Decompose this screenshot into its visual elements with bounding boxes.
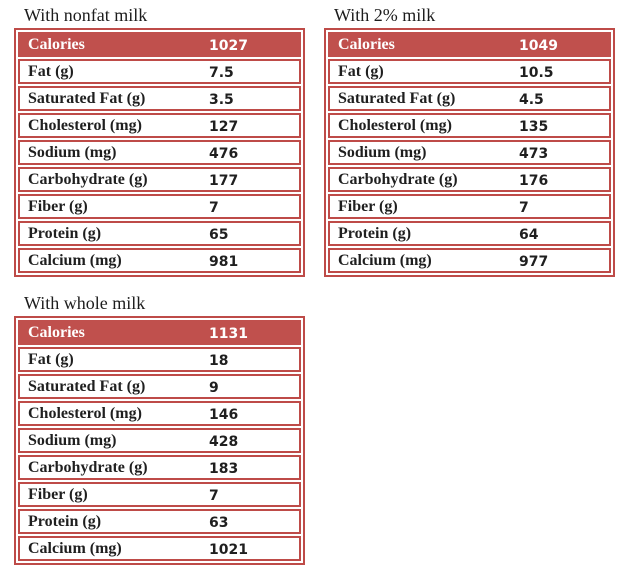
table-row: Fat (g) 10.5 [328, 59, 611, 84]
row-value: 64 [519, 226, 539, 243]
row-value: 183 [209, 460, 239, 477]
table-row: Calcium (mg) 981 [18, 248, 301, 273]
row-value: 146 [209, 406, 239, 423]
row-value: 127 [209, 118, 239, 135]
row-value: 10.5 [519, 64, 554, 81]
table-row: Cholesterol (mg) 146 [18, 401, 301, 426]
row-label: Calories [28, 323, 85, 341]
table-title-nonfat: With nonfat milk [24, 5, 148, 25]
nutrition-table-nonfat: Calories 1027 Fat (g) 7.5 Saturated Fat … [14, 28, 305, 277]
table-row: Fiber (g) 7 [18, 194, 301, 219]
row-label: Fat (g) [338, 62, 384, 80]
nutrition-table-block-whole: With whole milk Calories 1131 Fat (g) 18… [14, 291, 305, 565]
table-row: Carbohydrate (g) 183 [18, 455, 301, 480]
row-label: Calories [338, 35, 395, 53]
table-header-row: Calories 1027 [18, 32, 301, 57]
nutrition-table-block-nonfat: With nonfat milk Calories 1027 Fat (g) 7… [14, 3, 305, 277]
row-value: 135 [519, 118, 549, 135]
row-label: Sodium (mg) [28, 431, 117, 449]
row-value: 981 [209, 253, 239, 270]
row-value: 177 [209, 172, 239, 189]
table-row: Fat (g) 7.5 [18, 59, 301, 84]
row-label: Carbohydrate (g) [338, 170, 458, 188]
table-header-row: Calories 1049 [328, 32, 611, 57]
row-label: Saturated Fat (g) [338, 89, 456, 107]
row-label: Fat (g) [28, 350, 74, 368]
table-row: Calcium (mg) 1021 [18, 536, 301, 561]
row-value: 7.5 [209, 64, 234, 81]
table-row: Fiber (g) 7 [328, 194, 611, 219]
row-label: Fat (g) [28, 62, 74, 80]
row-label: Fiber (g) [338, 197, 398, 215]
table-row: Carbohydrate (g) 176 [328, 167, 611, 192]
nutrition-table-2percent: Calories 1049 Fat (g) 10.5 Saturated Fat… [324, 28, 615, 277]
row-value: 176 [519, 172, 549, 189]
row-value: 977 [519, 253, 549, 270]
row-label: Cholesterol (mg) [28, 404, 142, 422]
table-row: Protein (g) 65 [18, 221, 301, 246]
row-label: Cholesterol (mg) [338, 116, 452, 134]
table-row: Cholesterol (mg) 127 [18, 113, 301, 138]
table-header-row: Calories 1131 [18, 320, 301, 345]
row-value: 1049 [519, 37, 558, 54]
row-value: 1021 [209, 541, 248, 558]
row-label: Sodium (mg) [28, 143, 117, 161]
table-row: Saturated Fat (g) 3.5 [18, 86, 301, 111]
nutrition-table-block-2percent: With 2% milk Calories 1049 Fat (g) 10.5 … [324, 3, 615, 277]
row-value: 3.5 [209, 91, 234, 108]
row-label: Protein (g) [28, 512, 102, 530]
row-label: Fiber (g) [28, 485, 88, 503]
row-label: Carbohydrate (g) [28, 458, 148, 476]
row-value: 4.5 [519, 91, 544, 108]
row-value: 1131 [209, 325, 248, 342]
table-title-whole: With whole milk [24, 293, 146, 313]
row-label: Calcium (mg) [28, 251, 122, 269]
table-row: Sodium (mg) 476 [18, 140, 301, 165]
row-value: 7 [519, 199, 529, 216]
row-label: Calcium (mg) [28, 539, 122, 557]
table-row: Sodium (mg) 428 [18, 428, 301, 453]
row-label: Carbohydrate (g) [28, 170, 148, 188]
row-value: 63 [209, 514, 229, 531]
row-label: Calcium (mg) [338, 251, 432, 269]
row-value: 7 [209, 487, 219, 504]
table-row: Calcium (mg) 977 [328, 248, 611, 273]
table-row: Cholesterol (mg) 135 [328, 113, 611, 138]
table-row: Protein (g) 64 [328, 221, 611, 246]
row-value: 1027 [209, 37, 248, 54]
table-title-2percent: With 2% milk [334, 5, 436, 25]
row-label: Sodium (mg) [338, 143, 427, 161]
table-row: Protein (g) 63 [18, 509, 301, 534]
row-value: 9 [209, 379, 219, 396]
table-row: Carbohydrate (g) 177 [18, 167, 301, 192]
row-value: 65 [209, 226, 229, 243]
row-label: Fiber (g) [28, 197, 88, 215]
row-value: 476 [209, 145, 239, 162]
table-row: Saturated Fat (g) 9 [18, 374, 301, 399]
row-label: Protein (g) [338, 224, 412, 242]
row-label: Saturated Fat (g) [28, 89, 146, 107]
table-row: Fiber (g) 7 [18, 482, 301, 507]
row-value: 428 [209, 433, 239, 450]
row-value: 473 [519, 145, 549, 162]
row-label: Saturated Fat (g) [28, 377, 146, 395]
row-label: Cholesterol (mg) [28, 116, 142, 134]
row-value: 18 [209, 352, 229, 369]
table-row: Fat (g) 18 [18, 347, 301, 372]
row-label: Protein (g) [28, 224, 102, 242]
nutrition-table-whole: Calories 1131 Fat (g) 18 Saturated Fat (… [14, 316, 305, 565]
table-row: Saturated Fat (g) 4.5 [328, 86, 611, 111]
table-row: Sodium (mg) 473 [328, 140, 611, 165]
row-value: 7 [209, 199, 219, 216]
row-label: Calories [28, 35, 85, 53]
